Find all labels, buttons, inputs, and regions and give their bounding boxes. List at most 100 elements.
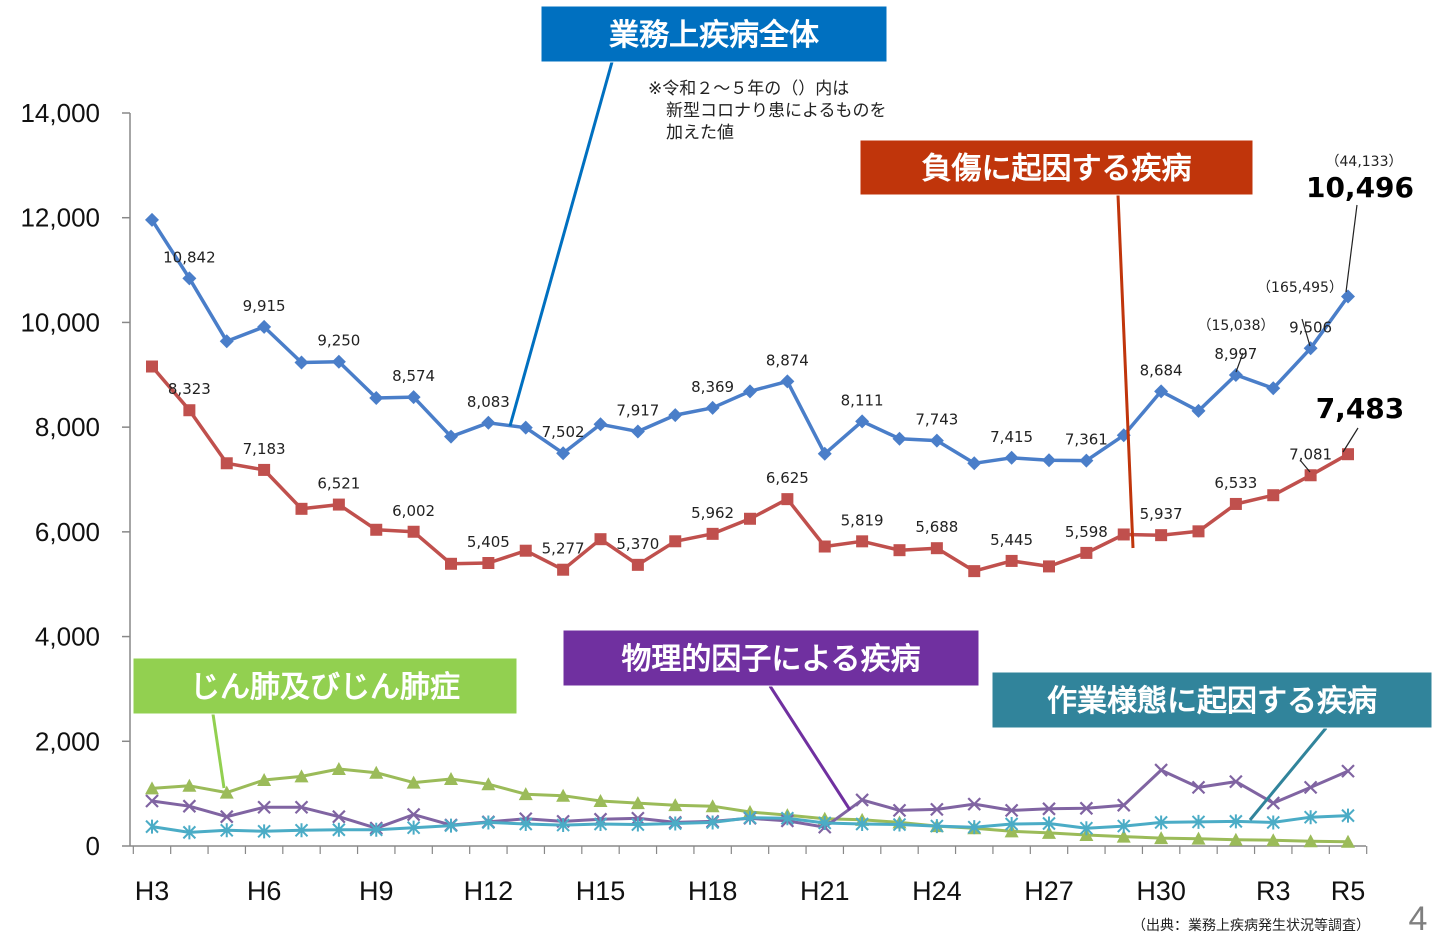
series-0-point <box>481 415 496 430</box>
series-0-point <box>219 334 234 349</box>
leader-line <box>1235 352 1244 373</box>
series-0-point <box>444 429 458 444</box>
series-0-point <box>892 431 907 446</box>
series-3-point <box>219 809 234 824</box>
data-label: 6,002 <box>392 502 435 520</box>
data-label: 5,405 <box>467 533 510 551</box>
data-label: 7,415 <box>990 428 1033 446</box>
series-1-point <box>744 512 756 525</box>
series-2-point <box>1154 831 1169 845</box>
series-3-point <box>332 809 346 824</box>
series-4-point <box>780 811 795 826</box>
series-0-point <box>331 354 346 369</box>
series-4-point <box>1117 819 1131 834</box>
series-4-point <box>631 817 645 832</box>
series-0-point <box>145 212 159 227</box>
series-0-point <box>182 271 197 286</box>
data-label: 7,743 <box>915 411 958 429</box>
series-4-point <box>855 817 869 832</box>
series-0-point <box>929 433 944 448</box>
series-3-point <box>1154 763 1168 777</box>
series-0-point <box>257 319 272 334</box>
series-1-point <box>557 563 570 576</box>
x-tick-label: H15 <box>576 876 626 906</box>
data-labels: 10,842 9,915 9,250 8,574 8,083 7,502 7,917 8,36… <box>163 154 1414 558</box>
parenthetical-label: （44,133） <box>1326 154 1403 170</box>
data-label: 9,915 <box>243 297 286 315</box>
data-label: 7,917 <box>616 401 659 419</box>
parenthetical-label: （15,038） <box>1198 318 1275 334</box>
series-4-point <box>593 817 608 832</box>
series-1-point <box>220 457 233 470</box>
series-4-point <box>892 817 907 832</box>
data-label: 10,496 <box>1306 171 1414 204</box>
x-tick-label: H21 <box>800 876 850 906</box>
data-label: 9,506 <box>1289 318 1332 336</box>
data-label: 5,598 <box>1065 523 1108 541</box>
series-0-point <box>1266 381 1281 396</box>
data-label: 8,574 <box>392 367 435 385</box>
series-2-point <box>481 777 496 791</box>
series-2-point <box>1303 834 1318 848</box>
series-2-point <box>668 798 683 812</box>
data-label: 7,183 <box>243 440 286 458</box>
series-0-point <box>780 374 795 389</box>
series-2-point <box>145 781 159 795</box>
series-0-point <box>556 446 571 461</box>
data-label: 5,277 <box>542 540 585 558</box>
series-layer <box>145 212 1355 848</box>
series-0-point <box>369 390 384 405</box>
callout-label: じん肺及びじん肺症 <box>190 670 460 705</box>
series-1-point <box>706 527 719 540</box>
series-2-point <box>593 793 608 807</box>
x-tick-label: H24 <box>912 876 962 906</box>
y-tick-label: 6,000 <box>35 517 100 547</box>
series-2-point <box>1191 831 1206 845</box>
series-4-point <box>930 819 944 834</box>
series-2-point <box>1228 832 1243 846</box>
series-1-point <box>968 565 981 578</box>
series-4-point <box>967 820 981 835</box>
series-1-point <box>1005 554 1018 567</box>
series-1-point <box>1229 497 1242 510</box>
series-0-point <box>705 400 720 415</box>
callout-background <box>991 671 1433 729</box>
series-3-point <box>294 800 309 815</box>
data-label: 5,688 <box>915 518 958 536</box>
callout-label: 作業様態に起因する疾病 <box>1047 684 1377 719</box>
series-3-point <box>406 807 421 822</box>
leader-line <box>1345 204 1358 293</box>
data-label: 8,684 <box>1140 361 1183 379</box>
series-0-point <box>1079 453 1094 468</box>
series-0-point <box>1154 384 1169 399</box>
series-4-point <box>556 818 570 833</box>
callout-box: 作業様態に起因する疾病 <box>991 671 1433 821</box>
data-label: 5,819 <box>841 511 884 529</box>
x-tick-label: R5 <box>1331 876 1366 906</box>
series-0-point <box>743 384 757 399</box>
y-tick-label: 8,000 <box>35 412 100 442</box>
series-1-point <box>258 463 271 476</box>
callout-background <box>132 657 518 715</box>
data-label: 8,874 <box>766 351 809 369</box>
series-4-point <box>519 817 533 832</box>
series-4-point <box>1079 821 1094 836</box>
series-0-point <box>630 424 645 439</box>
callout-box: じん肺及びじん肺症 <box>132 657 518 789</box>
series-2-point <box>444 771 458 785</box>
callout-background <box>562 629 980 687</box>
series-1-point <box>1043 560 1055 573</box>
callout-background <box>540 5 888 63</box>
series-1-point <box>295 502 308 515</box>
series-1-point <box>183 404 196 417</box>
series-4-point <box>668 816 682 831</box>
series-2-point <box>294 769 309 783</box>
series-3-point <box>967 797 982 811</box>
callout-pointer <box>508 61 614 427</box>
series-1-point <box>1080 546 1093 559</box>
series-0-point <box>518 420 533 435</box>
series-0-point <box>294 355 309 370</box>
series-0-point <box>668 408 683 423</box>
